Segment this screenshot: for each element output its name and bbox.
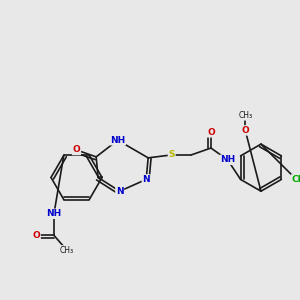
Text: NH: NH (220, 155, 235, 164)
Text: O: O (242, 126, 249, 135)
Text: N: N (116, 187, 124, 196)
Text: NH: NH (46, 209, 62, 218)
Text: O: O (207, 128, 215, 137)
Text: N: N (142, 175, 150, 184)
Text: NH: NH (110, 136, 125, 145)
Text: CH₃: CH₃ (60, 246, 74, 255)
Text: S: S (168, 150, 175, 159)
Text: CH₃: CH₃ (238, 111, 252, 120)
Text: O: O (32, 231, 40, 240)
Text: Cl: Cl (291, 175, 300, 184)
Text: O: O (73, 146, 80, 154)
